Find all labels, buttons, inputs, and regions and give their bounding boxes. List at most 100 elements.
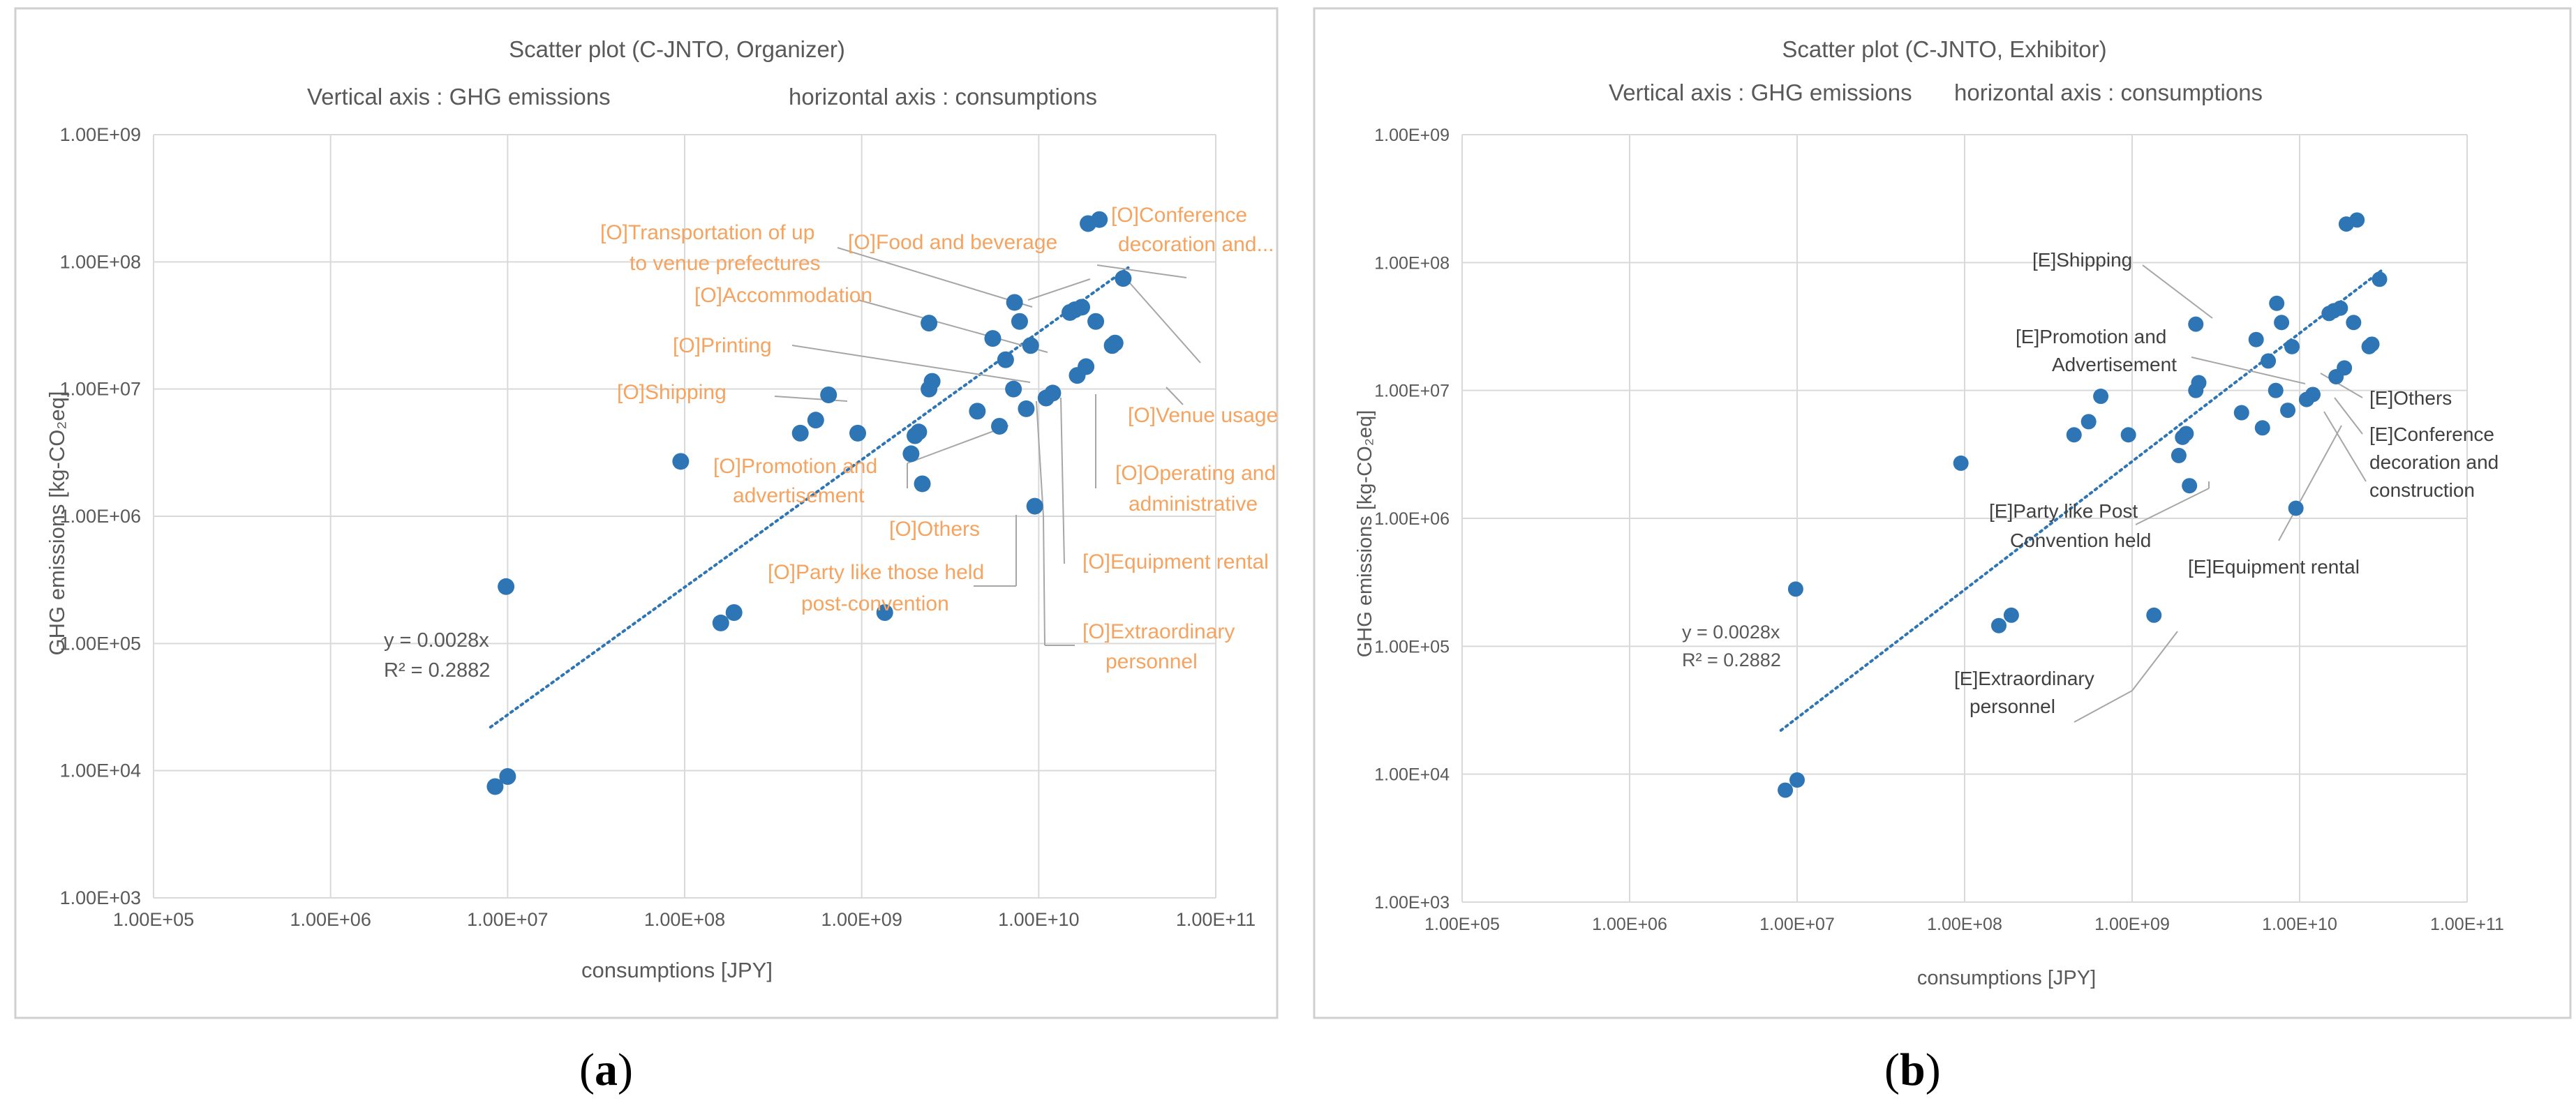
- x-tick-label: 1.00E+08: [1927, 915, 2002, 934]
- y-tick-label: 1.00E+09: [1374, 126, 1450, 145]
- data-point: [2093, 389, 2109, 405]
- data-point: [2146, 607, 2162, 623]
- panel-b-grid: [1461, 134, 2468, 903]
- leader-line: [1096, 264, 1187, 278]
- data-point: [849, 424, 867, 442]
- panel-a-subtitle-x: horizontal axis : consumptions: [789, 84, 1097, 110]
- data-point: [914, 475, 931, 493]
- leader-line: [1166, 387, 1184, 405]
- y-tick-label: 1.00E+09: [60, 124, 141, 145]
- leader-line: [1119, 271, 1201, 363]
- panel-a-xlabel: consumptions [JPY]: [581, 958, 773, 982]
- y-tick-label: 1.00E+05: [60, 633, 141, 654]
- panel-a-frame: [14, 7, 1279, 1019]
- data-point: [2182, 478, 2198, 494]
- data-point: [921, 315, 938, 332]
- panel-b-label-conference: [E]Conference: [2369, 423, 2494, 445]
- x-tick-label: 1.00E+08: [644, 909, 725, 930]
- data-point: [672, 453, 690, 470]
- data-point: [820, 387, 837, 404]
- panel-a-trend-equation: y = 0.0028x: [384, 629, 489, 652]
- panel-b-label-party: [E]Party like Post: [1989, 500, 2138, 522]
- panel-b-caption-letter: b: [1900, 1044, 1926, 1095]
- panel-a-label-party-2: post-convention: [801, 592, 949, 615]
- leader-line: [2191, 357, 2306, 384]
- panel-a-trendline: [489, 266, 1130, 729]
- leader-line: [1027, 278, 1091, 301]
- data-point: [1787, 581, 1803, 597]
- x-tick-label: 1.00E+06: [290, 909, 371, 930]
- data-point: [1005, 380, 1022, 398]
- panel-b-xlabel: consumptions [JPY]: [1917, 967, 2096, 989]
- panel-b-label-conference-2: decoration and: [2369, 451, 2499, 473]
- data-point: [498, 578, 515, 595]
- y-tick-label: 1.00E+06: [1374, 509, 1450, 529]
- data-point: [2269, 295, 2285, 311]
- data-point: [2080, 414, 2097, 430]
- panel-a-label-printing: [O]Printing: [673, 334, 772, 357]
- panel-a-label-equipment: [O]Equipment rental: [1082, 550, 1269, 573]
- panel-a-label-operating-2: administrative: [1129, 493, 1258, 516]
- x-tick-label: 1.00E+05: [1424, 915, 1500, 934]
- data-point: [2178, 426, 2194, 442]
- leader-line: [1043, 516, 1045, 646]
- data-point: [725, 604, 743, 622]
- data-point: [2288, 500, 2304, 516]
- leader-line: [2135, 488, 2210, 525]
- panel-a-ylabel: GHG emissions [kg-CO₂eq]: [45, 391, 69, 656]
- leader-line: [791, 345, 1031, 383]
- panel-b-label-equipment: [E]Equipment rental: [2188, 556, 2360, 578]
- panel-a-trend-r2: R² = 0.2882: [384, 659, 490, 682]
- y-tick-label: 1.00E+07: [1374, 382, 1450, 401]
- data-point: [499, 768, 516, 786]
- panel-a-caption: (a): [579, 1044, 633, 1095]
- data-point: [1022, 337, 1039, 354]
- panel-a-label-operating: [O]Operating and: [1115, 462, 1276, 485]
- y-tick-label: 1.00E+04: [60, 760, 141, 781]
- data-point: [1011, 313, 1028, 330]
- leader-line: [2074, 690, 2133, 723]
- y-tick-label: 1.00E+06: [60, 506, 141, 527]
- x-tick-label: 1.00E+07: [1759, 915, 1835, 934]
- y-tick-label: 1.00E+03: [60, 887, 141, 908]
- panel-b-label-extraordinary: [E]Extraordinary: [1954, 668, 2094, 689]
- data-point: [2233, 405, 2249, 421]
- panel-b-label-promotion: [E]Promotion and: [2016, 326, 2166, 347]
- panel-b-label-party-2: Convention held: [2010, 530, 2151, 551]
- panel-a-title: Scatter plot (C-JNTO, Organizer): [509, 36, 845, 62]
- data-point: [923, 373, 941, 390]
- data-point: [876, 604, 893, 622]
- panel-a-label-transport: [O]Transportation of up: [600, 221, 814, 244]
- panel-b-frame: [1313, 7, 2572, 1019]
- panel-a-label-conference-2: decoration and...: [1118, 233, 1274, 256]
- panel-a-label-others: [O]Others: [889, 518, 980, 541]
- x-tick-label: 1.00E+07: [467, 909, 548, 930]
- panel-a-label-food: [O]Food and beverage: [848, 231, 1057, 254]
- x-tick-label: 1.00E+05: [113, 909, 194, 930]
- data-point: [2274, 315, 2290, 331]
- x-tick-label: 1.00E+06: [1592, 915, 1667, 934]
- data-point: [2305, 387, 2321, 403]
- panel-b-label-extraordinary-2: personnel: [1970, 696, 2055, 717]
- panel-b-title: Scatter plot (C-JNTO, Exhibitor): [1782, 36, 2106, 62]
- panel-b-trend-r2: R² = 0.2882: [1682, 650, 1781, 670]
- panel-a-subtitle-y: Vertical axis : GHG emissions: [307, 84, 611, 110]
- data-point: [2188, 316, 2204, 332]
- panel-a-label-conference: [O]Conference: [1111, 204, 1247, 227]
- data-point: [2003, 607, 2019, 623]
- x-tick-label: 1.00E+09: [821, 909, 902, 930]
- data-point: [1087, 313, 1105, 330]
- panel-a-grid: [153, 134, 1216, 899]
- panel-a-label-extraordinary: [O]Extraordinary: [1082, 620, 1235, 643]
- data-point: [2248, 331, 2264, 347]
- data-point: [1990, 617, 2007, 633]
- panel-a-label-promotion: [O]Promotion and: [713, 455, 877, 478]
- data-point: [2337, 360, 2353, 376]
- panel-b-label-shipping: [E]Shipping: [2032, 249, 2132, 271]
- panel-a-caption-letter: a: [595, 1044, 618, 1095]
- panel-a-label-party: [O]Party like those held: [768, 561, 984, 584]
- panel-b-ticklabels: 1.00E+05 1.00E+06 1.00E+07 1.00E+08 1.00E+09…: [1374, 126, 2504, 934]
- x-tick-label: 1.00E+09: [2094, 915, 2170, 934]
- leader-line: [858, 299, 1048, 353]
- x-tick-label: 1.00E+10: [998, 909, 1079, 930]
